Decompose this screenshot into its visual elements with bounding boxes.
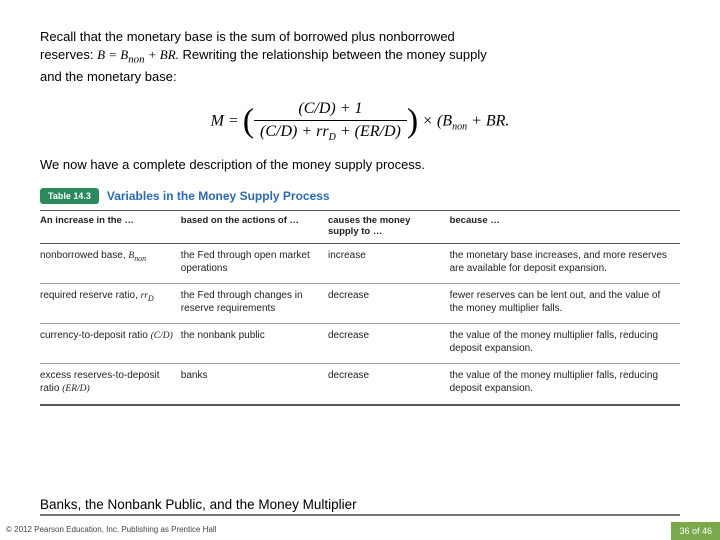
cell-c3: decrease	[328, 364, 450, 405]
cell-c2: the Fed through changes in reserve requi…	[181, 284, 328, 324]
cell-math: rrD	[141, 291, 154, 301]
cell-c4: the monetary base increases, and more re…	[450, 244, 680, 284]
cell-math: Bnon	[128, 251, 146, 261]
table-header-row: Table 14.3 Variables in the Money Supply…	[40, 188, 680, 204]
eq-fraction: (C/D) + 1 (C/D) + rrD + (ER/D)	[254, 100, 407, 143]
table-row: excess reserves-to-deposit ratio (ER/D) …	[40, 364, 680, 405]
cell-c4: the value of the money multiplier falls,…	[450, 364, 680, 405]
slide-content: Recall that the monetary base is the sum…	[0, 0, 720, 406]
eq-rhs-a: × (B	[422, 112, 452, 129]
cell-math: (C/D)	[151, 331, 173, 341]
cell-c1: excess reserves-to-deposit ratio (ER/D)	[40, 364, 181, 405]
cell-math: (ER/D)	[62, 384, 89, 394]
page-number: 36 of 46	[671, 522, 720, 540]
conclusion-text: We now have a complete description of th…	[40, 157, 680, 172]
intro-line-a: Recall that the monetary base is the sum…	[40, 29, 455, 44]
cell-c2: the nonbank public	[181, 324, 328, 364]
th-2: based on the actions of …	[181, 211, 328, 244]
cell-c1: required reserve ratio, rrD	[40, 284, 181, 324]
th-4: because …	[450, 211, 680, 244]
cell-c4: the value of the money multiplier falls,…	[450, 324, 680, 364]
inline-math: B = Bnon + BR.	[97, 47, 179, 62]
paren-right: )	[407, 103, 418, 140]
cell-c3: increase	[328, 244, 450, 284]
eq-lhs: M =	[211, 112, 239, 129]
footer-title: Banks, the Nonbank Public, and the Money…	[40, 497, 357, 512]
intro-line-c: Rewriting the relationship between the m…	[179, 47, 487, 62]
table-row: currency-to-deposit ratio (C/D) the nonb…	[40, 324, 680, 364]
eq-numerator: (C/D) + 1	[254, 100, 407, 121]
eq-denominator: (C/D) + rrD + (ER/D)	[254, 121, 407, 143]
cell-c3: decrease	[328, 324, 450, 364]
cell-c4: fewer reserves can be lent out, and the …	[450, 284, 680, 324]
footer-underline	[40, 514, 680, 516]
copyright-text: © 2012 Pearson Education, Inc. Publishin…	[6, 525, 216, 534]
cell-c1: currency-to-deposit ratio (C/D)	[40, 324, 181, 364]
table-row: nonborrowed base, Bnon the Fed through o…	[40, 244, 680, 284]
th-3: causes the money supply to …	[328, 211, 450, 244]
variables-table: An increase in the … based on the action…	[40, 210, 680, 405]
main-equation: M = ( (C/D) + 1 (C/D) + rrD + (ER/D) ) ×…	[40, 100, 680, 143]
cell-c3: decrease	[328, 284, 450, 324]
th-1: An increase in the …	[40, 211, 181, 244]
cell-c1: nonborrowed base, Bnon	[40, 244, 181, 284]
table-title: Variables in the Money Supply Process	[107, 189, 330, 203]
eq-rhs-sub: non	[452, 122, 467, 133]
intro-line-b: reserves:	[40, 47, 97, 62]
intro-line-d: and the monetary base:	[40, 69, 177, 84]
table-head-row: An increase in the … based on the action…	[40, 211, 680, 244]
table-row: required reserve ratio, rrD the Fed thro…	[40, 284, 680, 324]
intro-paragraph: Recall that the monetary base is the sum…	[40, 28, 680, 86]
cell-c2: the Fed through open market operations	[181, 244, 328, 284]
table-badge: Table 14.3	[40, 188, 99, 204]
paren-left: (	[243, 103, 254, 140]
eq-rhs-b: + BR.	[467, 112, 509, 129]
cell-c2: banks	[181, 364, 328, 405]
